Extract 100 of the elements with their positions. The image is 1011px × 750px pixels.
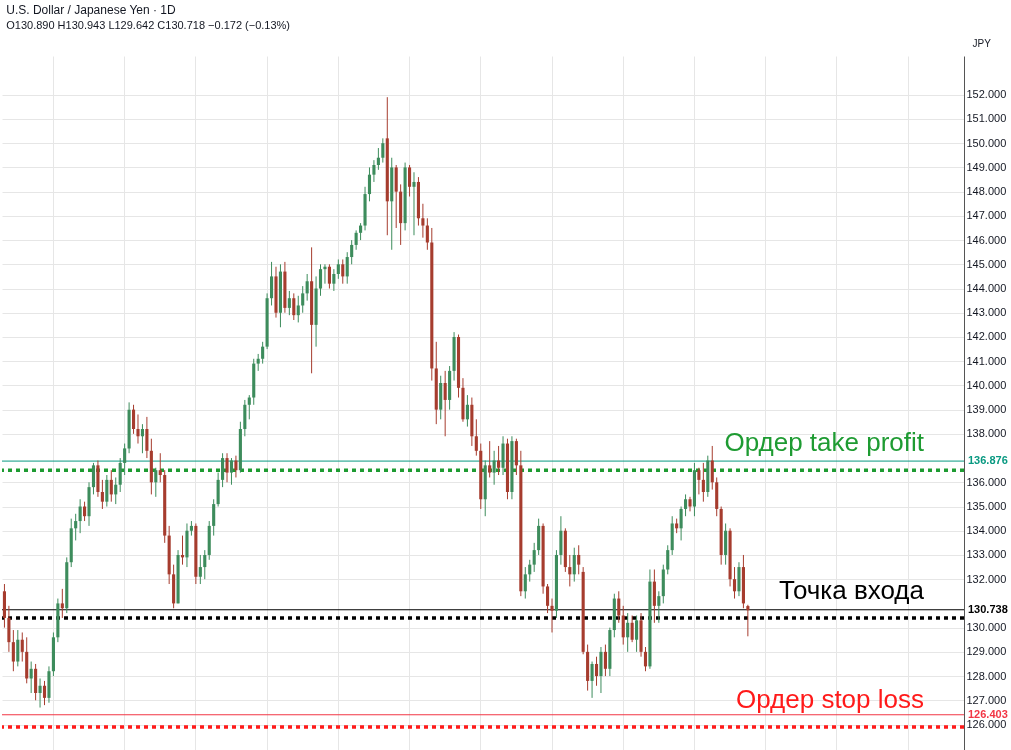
candlestick: [301, 285, 305, 314]
candlestick: [261, 341, 265, 365]
y-tick-label: 130.000: [966, 621, 1007, 634]
candlestick: [679, 506, 683, 541]
candlestick: [91, 462, 96, 495]
y-tick-label: 145.000: [966, 257, 1007, 270]
candlestick: [123, 443, 127, 476]
candlestick: [617, 590, 621, 624]
y-tick-label: 140.000: [966, 378, 1007, 391]
y-tick-label: 151.000: [966, 112, 1007, 125]
y-tick-label: 129.000: [966, 645, 1007, 658]
y-tick-label: 136.000: [966, 475, 1007, 488]
candlestick: [697, 467, 701, 495]
chart-subtitle: O130.890 H130.943 L129.642 C130.718 −0.172 (−0.13%): [6, 19, 291, 31]
candlestick: [318, 263, 323, 297]
candlestick: [145, 416, 149, 459]
candlestick: [198, 554, 202, 585]
candlestick: [60, 588, 64, 619]
y-tick-label: 142.000: [966, 330, 1007, 343]
candlestick: [11, 629, 15, 672]
candlestick: [140, 423, 145, 454]
candlestick: [746, 604, 750, 637]
y-tick-label: 138.000: [966, 427, 1007, 440]
candlestick: [603, 644, 607, 677]
candlestick: [292, 292, 296, 321]
y-tick-label: 128.000: [966, 669, 1007, 682]
ref-line-label: 136.876: [968, 454, 1008, 467]
candlestick: [657, 590, 661, 624]
candlestick: [20, 631, 24, 663]
candlestick: [381, 137, 385, 164]
chart-title: U.S. Dollar / Japanese Yen · 1D: [6, 3, 177, 17]
candlestick: [74, 513, 78, 541]
ref-line-label: 126.403: [968, 707, 1008, 720]
candlestick: [78, 498, 82, 534]
candlestick: [626, 612, 630, 653]
candlestick: [532, 542, 536, 573]
candlestick: [497, 445, 501, 476]
candlestick: [701, 462, 705, 503]
candlestick: [229, 457, 234, 486]
candlestick: [683, 493, 688, 517]
candlestick: [474, 418, 478, 457]
ref-line-label: Ордер stop loss: [735, 683, 924, 714]
candlestick: [203, 549, 207, 580]
candlestick: [523, 566, 527, 600]
candlestick: [114, 476, 118, 505]
candlestick: [105, 474, 109, 508]
candlestick: [421, 203, 425, 239]
candlestick: [710, 445, 714, 491]
candlestick: [643, 646, 648, 672]
candlestick: [136, 413, 140, 445]
candlestick: [38, 677, 42, 709]
y-tick-label: 152.000: [966, 88, 1007, 101]
candlestick: [635, 615, 639, 653]
candlestick: [666, 544, 670, 575]
y-tick-label: 146.000: [966, 233, 1007, 246]
candlestick: [131, 404, 136, 435]
candlestick: [590, 661, 594, 699]
y-tick-label: 149.000: [966, 160, 1007, 173]
candlestick: [425, 217, 429, 251]
candlestick: [247, 394, 251, 420]
candlestick: [354, 229, 358, 251]
candlestick: [327, 263, 331, 290]
candlestick: [305, 273, 309, 302]
y-tick-label: 133.000: [966, 548, 1007, 561]
candlestick: [568, 554, 572, 587]
candlestick: [465, 394, 469, 428]
candlestick: [594, 656, 599, 687]
y-tick-label: 132.000: [966, 572, 1007, 585]
candlestick: [296, 295, 300, 323]
candlestick: [332, 268, 336, 292]
candlestick: [158, 452, 162, 483]
candlestick: [412, 171, 416, 236]
candlestick: [528, 559, 532, 583]
candlestick: [336, 258, 340, 280]
candlestick: [492, 450, 496, 486]
y-tick-label: 135.000: [966, 500, 1007, 513]
candlestick: [367, 166, 372, 202]
candlestick: [118, 457, 122, 493]
y-tick-label: 141.000: [966, 354, 1007, 367]
y-tick-label: 147.000: [966, 209, 1007, 222]
y-tick-label: 127.000: [966, 693, 1007, 706]
candlestick: [572, 547, 576, 583]
candlestick: [407, 164, 412, 197]
y-axis-title: JPY: [972, 37, 992, 49]
ref-line-label: Ордер take profit: [724, 427, 925, 458]
candlestick: [109, 469, 113, 503]
candlestick: [83, 501, 87, 522]
candlestick: [630, 615, 634, 643]
candlestick: [269, 261, 274, 306]
candlestick: [545, 583, 550, 614]
candlestick: [577, 544, 581, 575]
candlestick: [234, 455, 238, 478]
candlestick: [345, 251, 349, 285]
candlestick: [350, 239, 354, 265]
candlestick: [29, 661, 33, 694]
ref-line-label: Точка входа: [779, 574, 925, 605]
candlestick: [287, 290, 291, 316]
candlestick: [443, 370, 447, 437]
candlestick: [221, 452, 225, 488]
y-tick-label: 139.000: [966, 403, 1007, 416]
